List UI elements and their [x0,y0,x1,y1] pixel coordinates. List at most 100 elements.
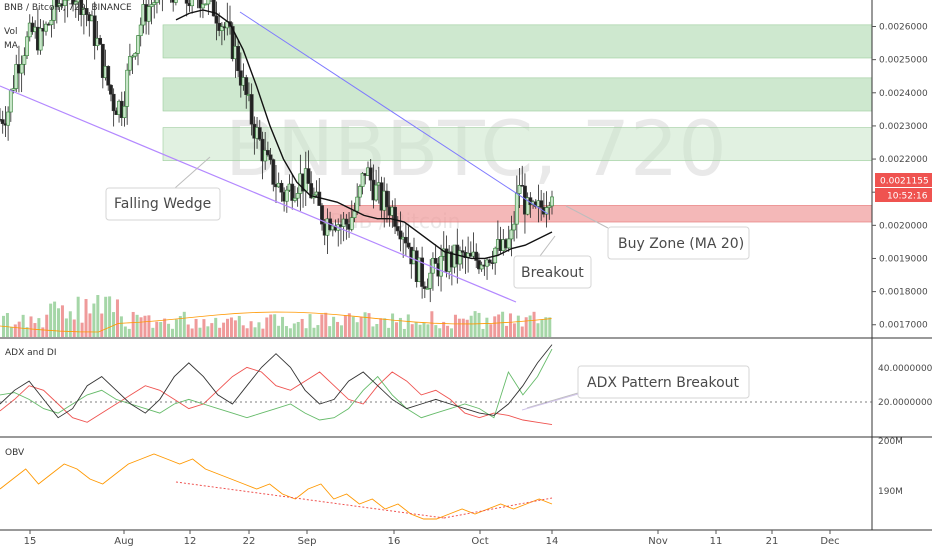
volume-bar [131,311,135,337]
volume-bar [461,318,465,337]
annotation-adx-breakout[interactable]: ADX Pattern Breakout [526,365,750,409]
candle-body [428,272,433,289]
volume-bar [375,323,379,337]
volume-bar [465,319,469,337]
adx-tick: 40.0000000 [878,364,932,374]
candle-body [198,0,203,9]
volume-bar [198,327,202,337]
time-tick-label: Nov [648,536,668,547]
time-tick-label: Dec [820,536,839,547]
candle-body [127,56,132,71]
candle-body [44,23,48,32]
volume-bar [442,321,446,337]
candle-body [279,182,284,193]
time-tick-label: Oct [471,536,488,547]
candle-body [173,0,178,3]
volume-bar [284,326,288,337]
candle-body [133,53,138,57]
volume-bar [434,325,438,337]
annotation-adx-breakout-text: ADX Pattern Breakout [587,375,740,391]
volume-bar [100,313,104,337]
volume-bar [300,318,304,337]
candle-body [6,111,11,126]
volume-bar [359,316,363,337]
price-tick-label: 0.0018000 [879,288,928,298]
volume-bar [108,296,112,337]
volume-bar [9,326,13,337]
candle-body [306,168,311,184]
candle-body [100,43,105,78]
volume-bar [92,303,96,337]
volume-bar [414,322,418,337]
volume-bar [182,311,186,337]
volume-bar [25,327,29,337]
candle-body [539,200,544,208]
candle-body [385,190,389,208]
volume-bar [485,317,489,337]
candle-body [201,3,205,9]
volume-bar [524,317,528,337]
volume-bar [37,318,41,337]
candle-body [52,0,57,21]
volume-bar [21,314,25,337]
candle-body [474,251,479,261]
volume-bar [540,319,544,337]
annotation-breakout[interactable]: Breakout [513,235,592,289]
volume-bar [347,313,351,337]
candle-body [550,196,554,207]
volume-bar [127,328,131,337]
volume-bar [186,324,190,337]
volume-bar [174,319,178,337]
annotation-falling-wedge[interactable]: Falling Wedge [105,156,221,221]
wedge-lower-line [0,85,517,303]
volume-bar [508,313,512,337]
volume-bar [281,316,285,337]
adx-axis[interactable]: 40.0000000 20.0000000 [878,364,932,408]
candle-body [309,183,314,199]
candle-body [19,64,24,74]
obv-axis[interactable]: 200M 190M [878,437,903,497]
obv-divergence-line-1 [175,481,445,519]
candle-body [509,229,514,240]
candle-body [138,24,143,36]
time-tick-label: 15 [24,536,37,547]
volume-bar [249,321,253,337]
obv-tick: 200M [878,437,903,447]
volume-bar [481,328,485,337]
candle-body [257,127,262,140]
candle-body [122,106,127,118]
bar-countdown: 10:52:16 [887,192,928,202]
volume-bar [214,317,218,337]
volume-bar [112,312,116,337]
candle-body [25,36,29,56]
volume-bar [33,323,37,337]
volume-bar [505,325,509,337]
obv-tick: 190M [878,487,903,497]
volume-bar [406,314,410,337]
volume-bar [218,327,222,337]
candle-body [431,258,435,274]
obv-panel [0,453,553,520]
volume-bar [241,325,245,337]
volume-bar [516,315,520,337]
volume-bar [139,317,143,337]
time-tick-label: 22 [243,536,256,547]
volume-bar [438,328,442,337]
resistance-zone [162,127,873,162]
candle-body [517,185,522,194]
volume-bar [308,314,312,337]
time-axis[interactable]: 15 Aug 12 22 Sep 16 Oct 14 Nov 11 21 Dec [24,530,840,547]
candle-body [320,205,324,225]
annotation-buy-zone[interactable]: Buy Zone (MA 20) [565,205,750,260]
adx-breakout-trendline [521,393,579,411]
candle-body [355,196,360,212]
time-tick-label: 16 [388,536,401,547]
candle-body [109,84,113,95]
candle-body [268,154,273,160]
volume-bar [469,315,473,337]
volume-bar [167,323,171,337]
adx-tick: 20.0000000 [878,398,932,408]
candle-body [433,258,438,264]
volume-bar [497,314,501,337]
